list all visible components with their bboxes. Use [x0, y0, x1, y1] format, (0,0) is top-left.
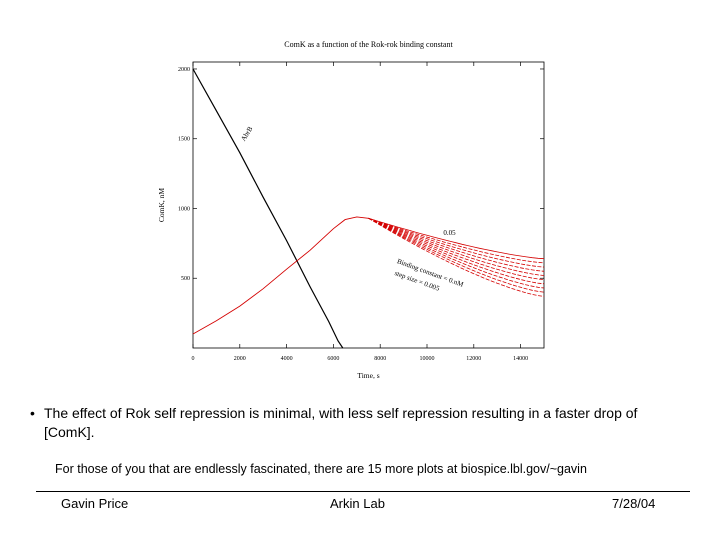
family-top-label: 0.05: [443, 229, 456, 237]
bullet-symbol: •: [30, 405, 35, 421]
x-axis-label: Time, s: [357, 371, 379, 380]
y-tick-label: 500: [181, 276, 190, 282]
family-curve: [368, 217, 545, 276]
x-tick-label: 10000: [420, 356, 435, 362]
family-curve: [368, 217, 545, 297]
family-curve: [368, 217, 545, 264]
x-tick-label: 12000: [466, 356, 481, 362]
series-comk-line: [192, 216, 369, 335]
plots-note: For those of you that are endlessly fasc…: [55, 462, 587, 476]
x-tick-label: 8000: [374, 356, 386, 362]
y-axis-label: ComK, nM: [157, 188, 166, 223]
family-curve: [368, 217, 545, 260]
family-curve: [368, 217, 545, 272]
footer-divider: [36, 491, 690, 492]
x-tick-label: 6000: [327, 356, 339, 362]
chart: ComK as a function of the Rok-rok bindin…: [150, 30, 550, 390]
footer-author: Gavin Price: [61, 496, 129, 511]
bullet-text: The effect of Rok self repression is min…: [44, 405, 638, 440]
family-curve: [368, 217, 545, 289]
footer-date: 7/28/04: [612, 496, 656, 511]
x-tick-label: 4000: [281, 356, 293, 362]
y-tick-label: 2000: [178, 67, 190, 73]
chart-svg: ComK as a function of the Rok-rok bindin…: [157, 40, 545, 380]
series-abrb-line: [192, 68, 344, 349]
y-tick-label: 1500: [178, 137, 190, 143]
family-curve: [368, 217, 545, 293]
family-curve: [368, 217, 545, 280]
plot-frame: [192, 61, 545, 349]
footer-lab: Arkin Lab: [330, 496, 385, 511]
family-curve: [368, 217, 545, 268]
y-tick-label: 1000: [178, 206, 190, 212]
x-tick-label: 2000: [234, 356, 246, 362]
family-curve: [368, 217, 545, 285]
x-tick-label: 0: [192, 356, 195, 362]
x-tick-label: 14000: [513, 356, 528, 362]
bullet-point: • The effect of Rok self repression is m…: [30, 404, 690, 442]
abrb-label: AbrB: [239, 125, 254, 143]
chart-title: ComK as a function of the Rok-rok bindin…: [284, 40, 453, 49]
